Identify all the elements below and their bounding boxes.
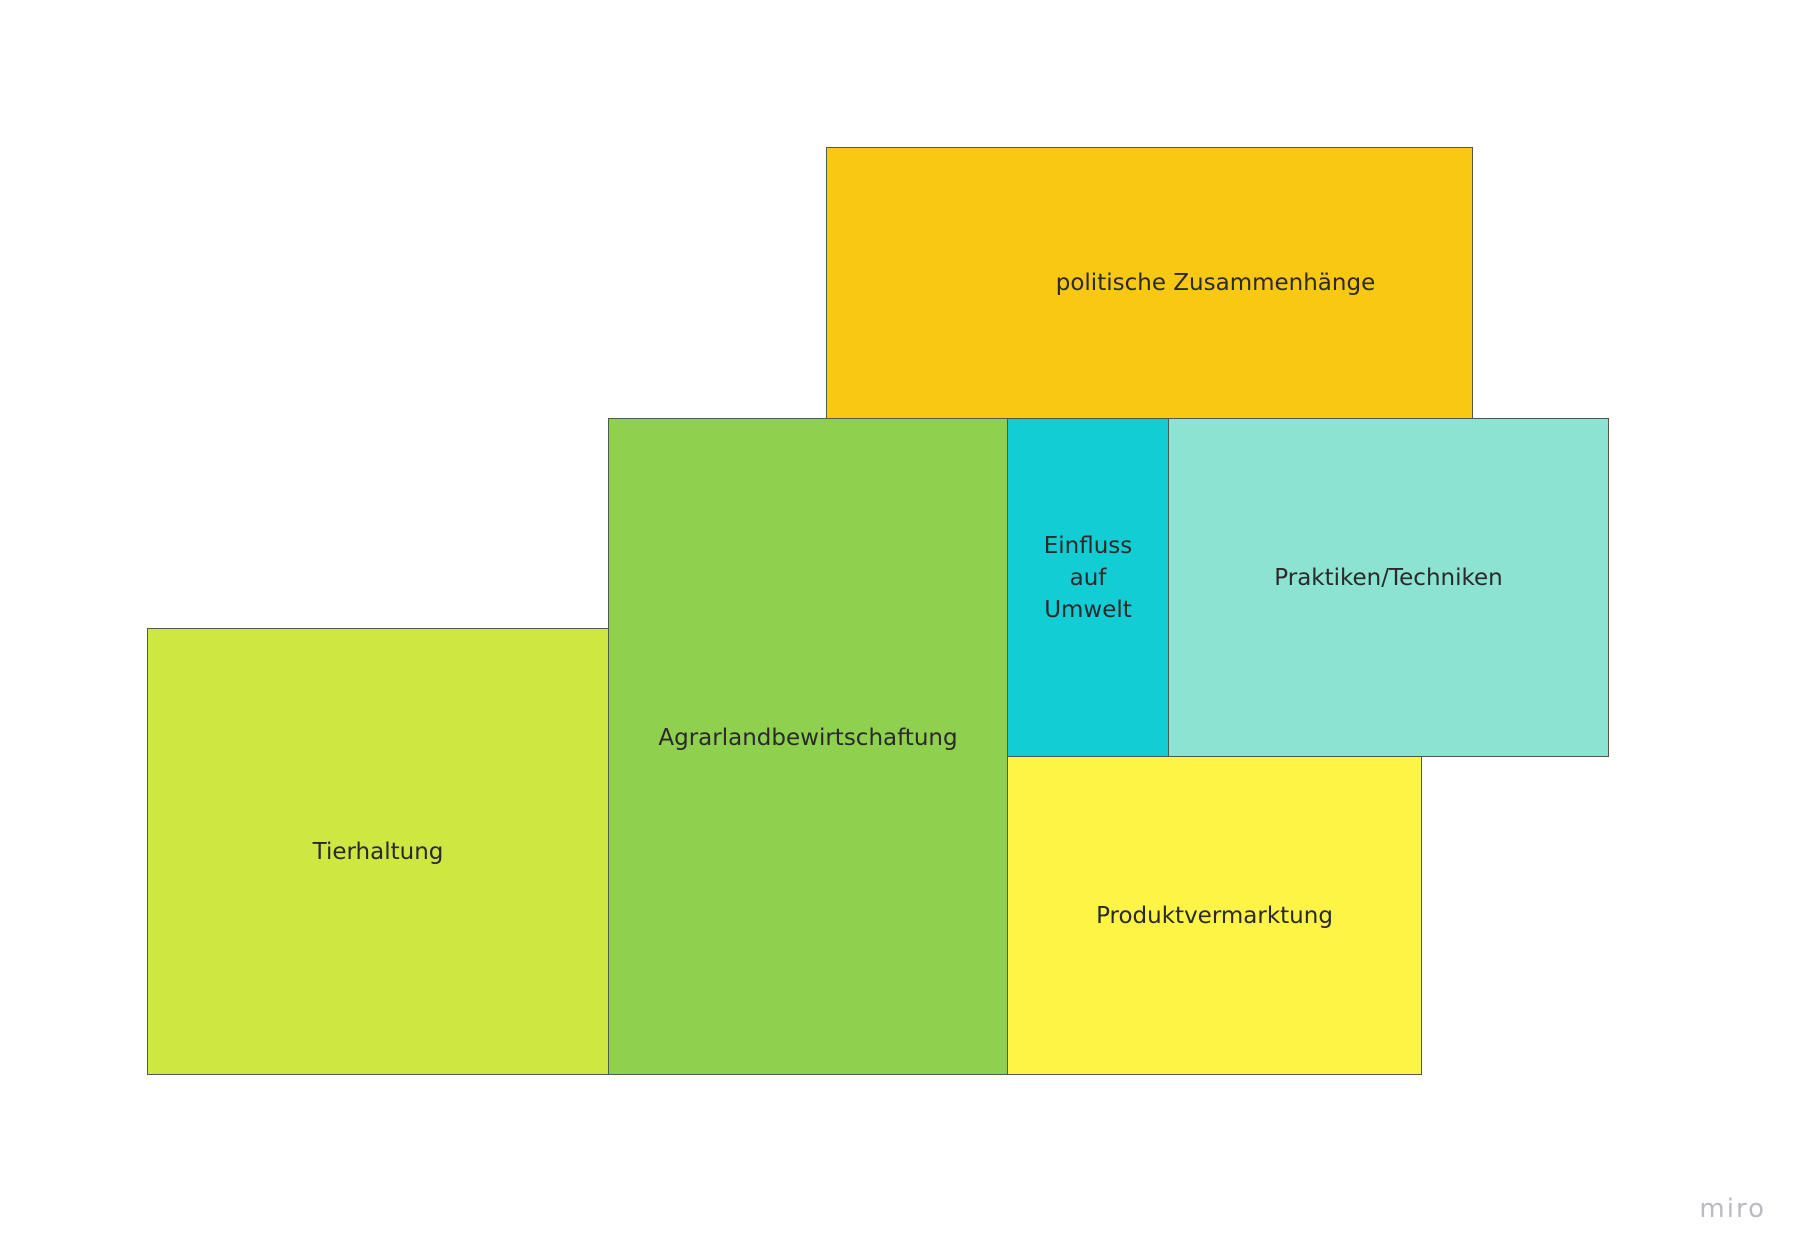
sticky-praktiken-techniken[interactable]: Praktiken/Techniken <box>1168 418 1609 757</box>
sticky-produktvermarktung[interactable]: Produktvermarktung <box>1007 756 1422 1075</box>
miro-watermark-logo: miro <box>1699 1194 1766 1224</box>
sticky-label: Agrarlandbewirtschaftung <box>658 724 958 751</box>
sticky-label: politische Zusammenhänge <box>1055 270 1376 296</box>
sticky-label: Produktvermarktung <box>1096 902 1333 929</box>
sticky-einfluss-auf-umwelt[interactable]: Einfluss auf Umwelt <box>1007 418 1169 757</box>
sticky-politische-zusammenhaenge[interactable]: politische Zusammenhänge <box>826 147 1473 419</box>
sticky-label: Einfluss auf Umwelt <box>1043 532 1133 623</box>
sticky-tierhaltung[interactable]: Tierhaltung <box>147 628 609 1075</box>
sticky-label: Tierhaltung <box>312 838 444 865</box>
sticky-label: Praktiken/Techniken <box>1274 564 1503 591</box>
sticky-agrarlandbewirtschaftung[interactable]: Agrarlandbewirtschaftung <box>608 418 1008 1075</box>
